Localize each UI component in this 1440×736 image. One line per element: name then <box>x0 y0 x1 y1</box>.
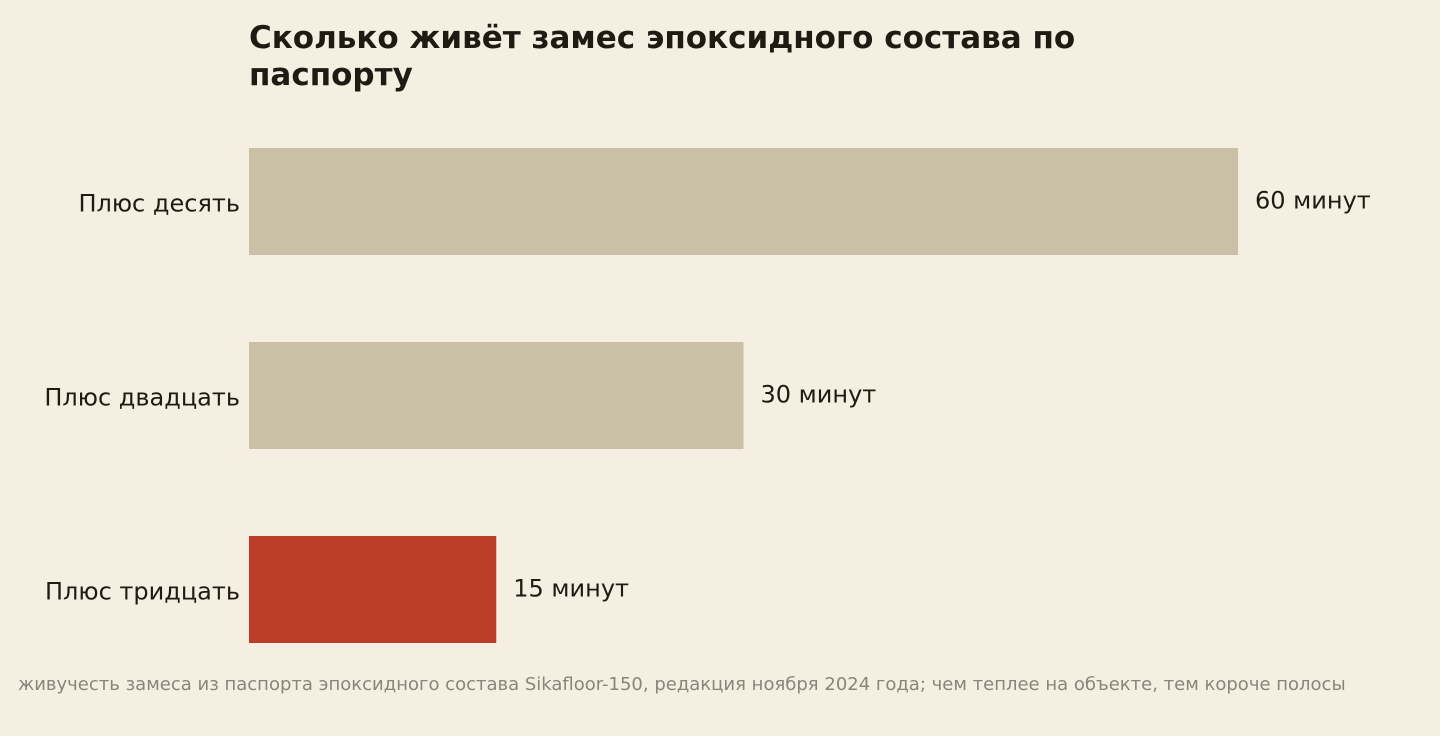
bar-1 <box>249 148 1238 255</box>
value-label: 30 минут <box>761 381 877 409</box>
value-label: 15 минут <box>513 575 629 603</box>
category-label: Плюс десять <box>78 190 240 218</box>
bar-2 <box>249 342 744 449</box>
category-label: Плюс тридцать <box>45 578 240 606</box>
bars-layer <box>249 148 1238 643</box>
chart-note: живучесть замеса из паспорта эпоксидного… <box>18 674 1346 695</box>
bar-3 <box>249 536 497 643</box>
labels-layer: Плюс десять 60 минут Плюс двадцать 30 минут… <box>44 187 1370 606</box>
value-label: 60 минут <box>1255 187 1371 215</box>
category-label: Плюс двадцать <box>44 384 240 412</box>
chart-title: Сколько живёт замес эпоксидного состава … <box>249 20 1076 93</box>
